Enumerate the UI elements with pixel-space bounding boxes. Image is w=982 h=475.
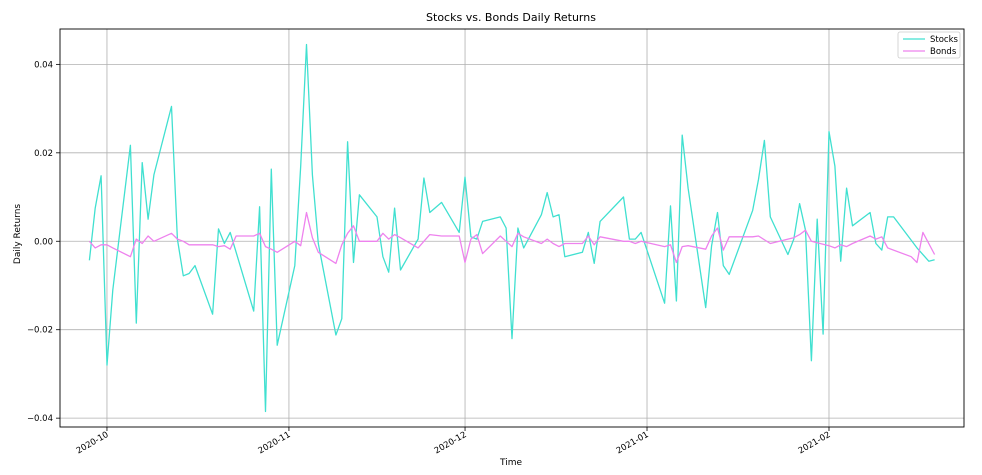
y-tick-label: 0.00 xyxy=(34,237,53,247)
x-tick-label: 2021-02 xyxy=(797,430,833,456)
chart-title: Stocks vs. Bonds Daily Returns xyxy=(426,11,596,24)
grid-lines xyxy=(60,29,964,427)
y-axis-label: Daily Returns xyxy=(13,204,23,264)
y-tick-label: 0.02 xyxy=(34,149,53,159)
y-axis-ticks: −0.04 −0.02 0.00 0.02 0.04 xyxy=(27,60,60,424)
x-tick-label: 2020-10 xyxy=(75,430,111,456)
x-axis-label: Time xyxy=(499,458,522,468)
x-tick-label: 2021-01 xyxy=(615,430,651,456)
x-axis-ticks: 2020-10 2020-11 2020-12 2021-01 2021-02 xyxy=(75,427,833,456)
y-tick-label: −0.02 xyxy=(27,326,53,336)
series-line-bonds xyxy=(88,211,936,265)
y-tick-label: −0.04 xyxy=(27,414,53,424)
legend-label-bonds: Bonds xyxy=(930,47,957,57)
series-lines xyxy=(88,43,936,413)
x-tick-label: 2020-11 xyxy=(257,430,293,456)
x-tick-label: 2020-12 xyxy=(433,430,469,456)
legend: Stocks Bonds xyxy=(897,31,961,59)
plot-frame xyxy=(59,28,965,428)
series-line-stocks xyxy=(88,43,935,413)
legend-label-stocks: Stocks xyxy=(930,35,959,45)
y-tick-label: 0.04 xyxy=(34,60,53,70)
